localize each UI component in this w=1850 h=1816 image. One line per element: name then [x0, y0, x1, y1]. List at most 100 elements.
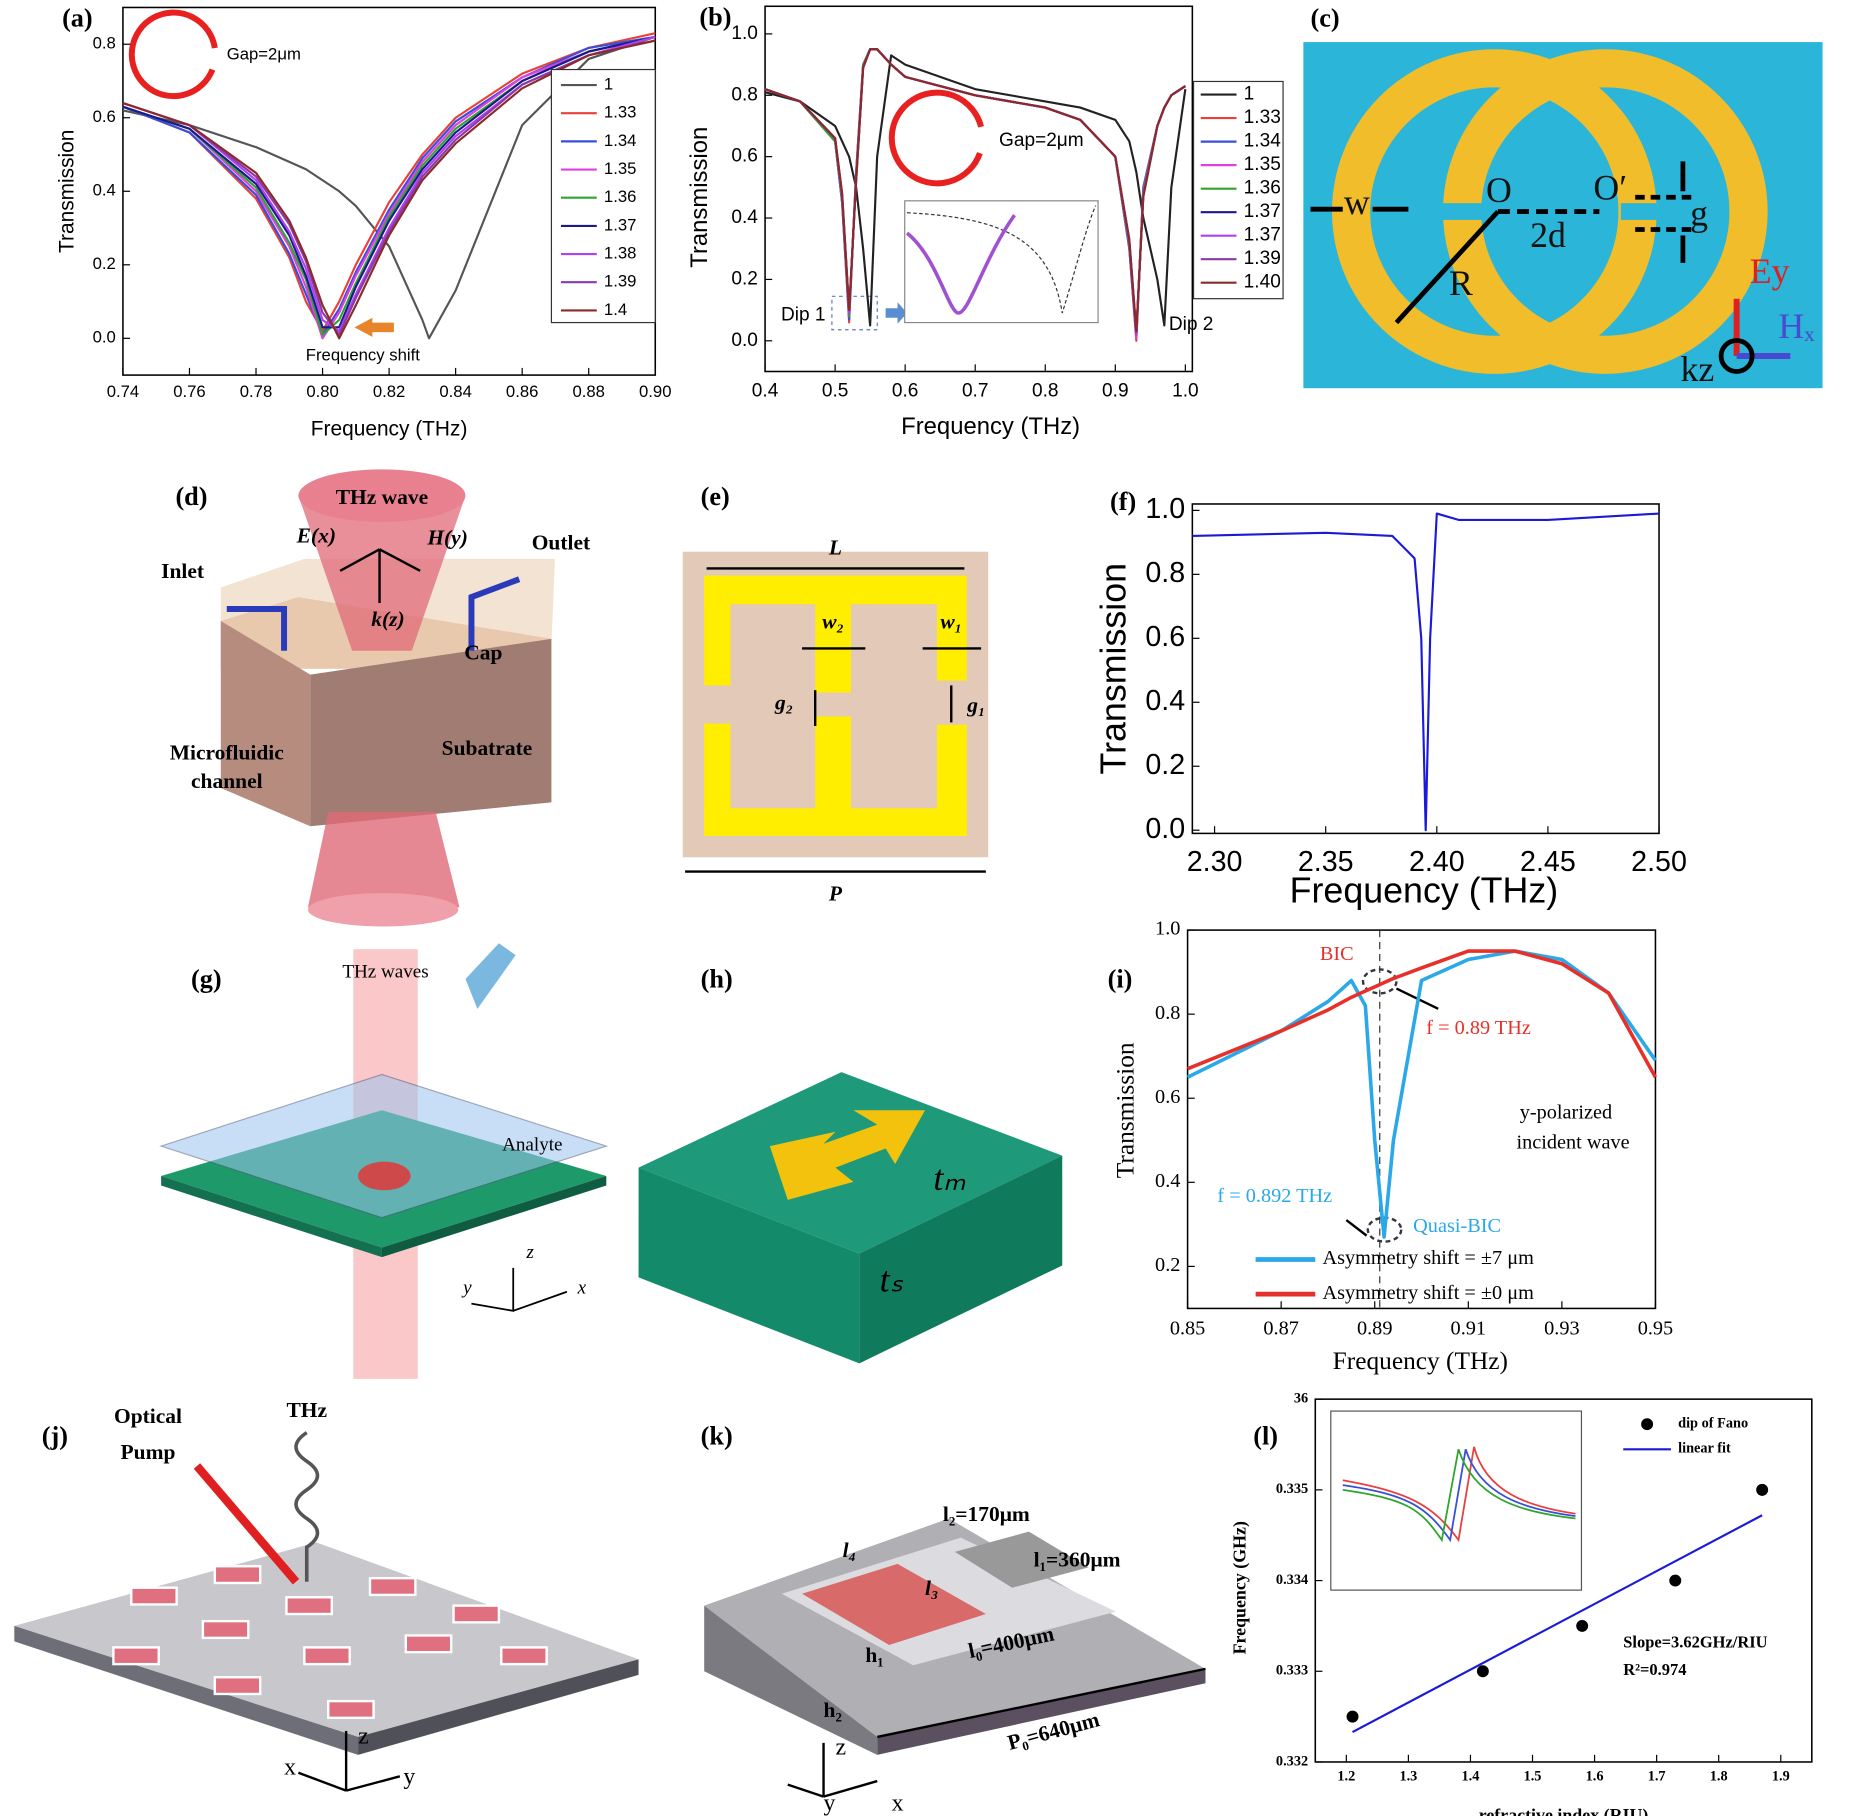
slot — [802, 1563, 986, 1646]
beam-top — [298, 469, 466, 522]
x-tick-label: 0.9 — [1102, 381, 1129, 402]
annotation: Gap=2μm — [999, 130, 1084, 151]
label: l₄ — [843, 1538, 856, 1562]
legend-label: 1 — [1244, 84, 1255, 105]
series-line — [122, 35, 656, 340]
y-tick-label: 1.0 — [731, 23, 758, 44]
legend-label: 1.34 — [604, 131, 636, 150]
panel-label: (d) — [175, 482, 207, 511]
x-axis-title: Frequency (THz) — [1290, 871, 1559, 911]
label: 2d — [1530, 215, 1566, 255]
gap — [1620, 203, 1664, 220]
ring-icon — [128, 9, 218, 100]
chart: 0.74 0.76 0.78 0.80 0.82 0.84 0.86 0.88 0.90 0.0 0… — [56, 6, 672, 440]
y-tick-label: 0.6 — [1145, 621, 1185, 653]
x-tick-label: 0.91 — [1451, 1317, 1487, 1339]
series-line — [1352, 1514, 1763, 1733]
plot-frame — [764, 5, 1194, 373]
x-tick-label: 2.50 — [1631, 846, 1687, 878]
chart: 0.4 0.5 0.6 0.7 0.8 0.9 1.0 0.0 0.2 0.4 0.6 0.8 1.0 F… — [686, 5, 1284, 440]
label: y — [824, 1790, 836, 1816]
x-tick-label: 0.84 — [439, 382, 471, 401]
series-line — [122, 39, 656, 340]
x-tick-label: 0.82 — [373, 382, 405, 401]
series-line — [122, 35, 656, 329]
plate-top — [14, 1542, 639, 1737]
pointer — [1345, 1219, 1368, 1237]
panel-g: (g) THz waves Analyte z y x — [159, 943, 609, 1379]
label: H(y) — [426, 526, 468, 550]
series-line — [764, 54, 1187, 327]
x-tick-label: 0.74 — [107, 382, 139, 401]
x-tick-label: 0.76 — [173, 382, 205, 401]
resonator — [769, 1110, 925, 1200]
x-tick-label: 0.7 — [962, 381, 989, 402]
x-tick-label: 1.5 — [1524, 1768, 1542, 1784]
y-tick-label: 0.8 — [1155, 1002, 1180, 1024]
label: l₂=170μm — [943, 1502, 1030, 1526]
label: kz — [1681, 349, 1715, 389]
annotation: Dip 1 — [781, 304, 826, 325]
label: R — [1449, 263, 1473, 303]
x-axis-title: Frequency (THz) — [311, 417, 468, 440]
label: g₂ — [774, 690, 793, 714]
label: z — [358, 1724, 369, 1750]
inset-curve — [907, 205, 1097, 314]
legend-label: linear fit — [1678, 1441, 1731, 1457]
data-point — [1756, 1483, 1769, 1496]
series-line — [1186, 949, 1658, 1079]
x-tick-label: 0.87 — [1263, 1317, 1299, 1339]
label: tₘ — [933, 1158, 966, 1198]
label: l₃ — [925, 1576, 938, 1600]
x-tick-label: 0.90 — [639, 382, 671, 401]
label: w₂ — [822, 609, 844, 633]
label: tₛ — [880, 1260, 904, 1300]
x-tick-label: 1.7 — [1648, 1768, 1666, 1784]
block-top — [638, 1072, 1063, 1254]
x-tick-label: 1.0 — [1172, 381, 1199, 402]
panel-label: (a) — [62, 4, 93, 33]
annotation: incident wave — [1516, 1131, 1629, 1153]
label: h₁ — [865, 1643, 883, 1667]
zoom-box — [831, 295, 878, 331]
legend-marker — [1641, 1418, 1654, 1431]
y-tick-label: 0.6 — [93, 107, 116, 126]
label: x — [577, 1278, 587, 1299]
resonator — [704, 575, 967, 836]
panel-label: (j) — [42, 1422, 68, 1451]
x-tick-label: 1.3 — [1399, 1768, 1417, 1784]
plot-frame — [1191, 503, 1660, 835]
label: O′ — [1593, 167, 1627, 207]
slot — [954, 1531, 1089, 1588]
y-tick-label: 0.0 — [731, 330, 758, 351]
x-tick-label: 1.8 — [1710, 1768, 1728, 1784]
label: Subatrate — [442, 736, 533, 760]
x-tick-label: 1.2 — [1337, 1768, 1355, 1784]
annotation: f = 0.892 THz — [1217, 1185, 1332, 1207]
x-tick-label: 0.78 — [240, 382, 272, 401]
base-side — [704, 1605, 878, 1755]
panel-label: (h) — [701, 964, 733, 993]
tubes — [226, 576, 521, 651]
y-axis-title: Transmission — [1093, 563, 1133, 775]
legend-label: dip of Fano — [1678, 1415, 1748, 1431]
panel-label: (f) — [1110, 487, 1136, 516]
label: channel — [191, 769, 263, 793]
legend-label: 1.37 — [604, 215, 636, 234]
data-point — [1346, 1710, 1359, 1723]
data-point — [1476, 1665, 1489, 1678]
panel-label: (k) — [701, 1422, 733, 1451]
panel-d: (d) THz wave E(x) H(y) k(z) Inlet Outlet… — [161, 469, 591, 927]
legend-label: 1.37 — [1244, 225, 1281, 246]
label: k(z) — [371, 607, 404, 631]
substrate-side — [161, 1175, 382, 1258]
x-tick-label: 0.93 — [1544, 1317, 1580, 1339]
y-tick-label: 0.4 — [1145, 685, 1185, 717]
panel-label: (g) — [191, 964, 222, 993]
x-tick-label: 0.4 — [752, 381, 779, 402]
analyte-layer — [159, 1073, 609, 1219]
data-point — [1576, 1619, 1589, 1632]
annotation: Dip 2 — [1169, 314, 1214, 335]
legend-box — [550, 68, 656, 324]
pipette — [465, 943, 516, 1009]
